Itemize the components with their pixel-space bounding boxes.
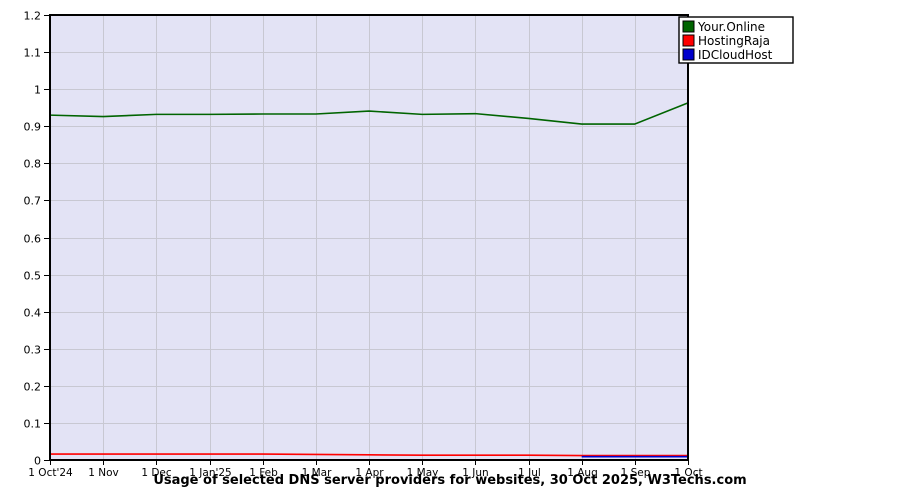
y-axis-tick-label: 0.7 [24,195,42,208]
y-axis-tick-labels: 0 0.1 0.2 0.3 0.4 0.5 0.6 0.7 0.8 0.9 1 1.1 1.2 [24,10,42,468]
x-axis-tick-label: 1 Nov [88,467,119,479]
x-axis-tick-label: 1 Mar [302,467,333,479]
x-axis-tick-label: 1 Jul [518,467,541,479]
legend-swatch-idcloudhost [682,48,695,61]
x-axis-tick-label: 1 Feb [249,467,278,479]
x-axis-tick-label: 1 Aug [567,467,598,479]
y-axis-tick-label: 0.2 [24,381,42,394]
data-series-group [49,102,689,458]
y-axis-tick-label: 0.1 [24,418,42,431]
y-axis-tick-label: 0.6 [24,233,42,246]
legend-label-hostingraja: HostingRaja [698,34,770,48]
legend-swatch-your-online [682,20,695,33]
y-axis-tick-marks [44,14,50,462]
series-line-your-online [49,102,689,125]
x-axis-tick-label: 1 Oct [674,467,702,479]
x-axis-tick-label: 1 Jan'25 [189,467,231,479]
legend-label-your-online: Your.Online [697,20,765,34]
y-axis-tick-label: 0.8 [24,158,42,171]
chart-title: Usage of selected DNS server providers f… [153,473,746,488]
vertical-gridlines [103,15,689,460]
y-axis-tick-label: 0.3 [24,344,42,357]
x-axis-tick-label: 1 Dec [141,467,172,479]
legend-background [678,16,794,64]
x-axis-tick-label: 1 Sep [621,467,651,479]
x-axis-tick-labels: 1 Oct'24 1 Nov 1 Dec 1 Jan'25 1 Feb 1 Mar 1 Ap… [28,467,702,479]
y-axis-tick-label: 0.4 [24,307,42,320]
y-axis-tick-label: 0.5 [24,270,42,283]
y-axis-tick-label: 1 [34,84,41,97]
x-axis-tick-label: 1 Jun [462,467,488,479]
legend-swatch-hostingraja [682,34,695,47]
x-axis-tick-label: 1 Apr [355,467,384,479]
y-axis-tick-label: 1.2 [24,10,42,23]
y-axis-tick-label: 1.1 [24,47,42,60]
y-axis-tick-label: 0.9 [24,121,42,134]
x-axis-tick-marks [49,460,690,465]
x-axis-tick-label: 1 Oct'24 [28,467,73,479]
legend-label-idcloudhost: IDCloudHost [698,48,773,62]
series-line-hostingraja [50,453,688,457]
y-axis-tick-label: 0 [34,455,41,468]
x-axis-tick-label: 1 May [407,467,439,479]
